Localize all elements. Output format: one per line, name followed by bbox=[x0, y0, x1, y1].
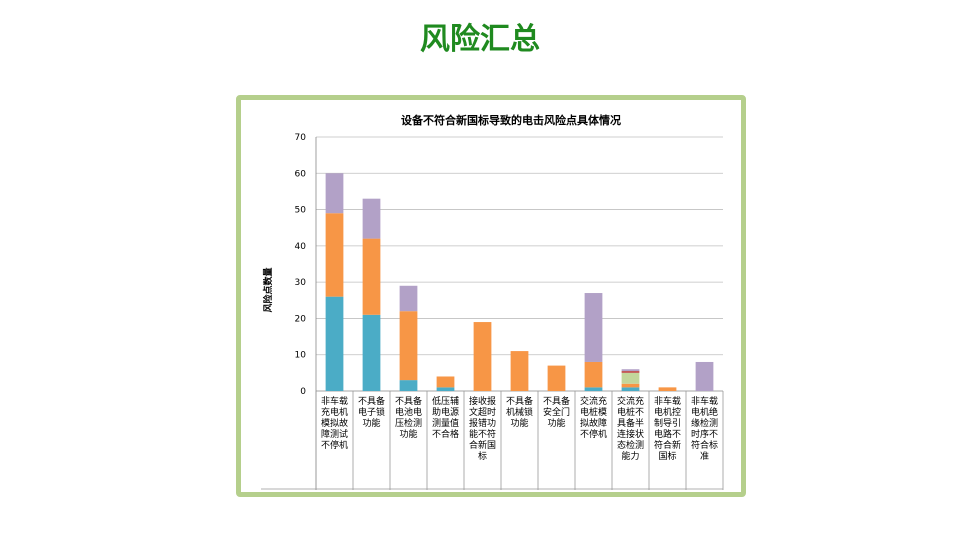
bar-segment bbox=[658, 387, 677, 391]
bar-segment bbox=[362, 314, 381, 391]
y-tick-label: 50 bbox=[295, 206, 307, 216]
bar-segment bbox=[621, 371, 640, 373]
bar-segment bbox=[325, 213, 344, 297]
bar-segment bbox=[399, 285, 418, 312]
category-label: 不具备电池电压检测功能 bbox=[395, 395, 422, 440]
bar-segment bbox=[473, 322, 492, 391]
bar-segment bbox=[621, 387, 640, 391]
bar-segment bbox=[621, 369, 640, 372]
bar-segment bbox=[436, 387, 455, 391]
category-label: 交流充电桩模拟故障不停机 bbox=[580, 395, 607, 440]
y-axis-label: 风险点数量 bbox=[262, 267, 274, 312]
category-label: 不具备机械锁功能 bbox=[506, 395, 533, 429]
y-tick-label: 70 bbox=[295, 133, 307, 143]
category-label: 交流充电桩不具备半连接状态检测能力 bbox=[617, 395, 644, 462]
bar-segment bbox=[362, 238, 381, 315]
bar-segment bbox=[325, 173, 344, 214]
y-tick-label: 60 bbox=[295, 169, 307, 179]
chart-title: 设备不符合新国标导致的电击风险点具体情况 bbox=[401, 113, 621, 127]
chart-frame: 设备不符合新国标导致的电击风险点具体情况 风险点数量 0 10 20 30 40 50 60… bbox=[236, 95, 746, 497]
y-tick-label: 20 bbox=[295, 314, 307, 324]
bar-segment bbox=[436, 376, 455, 388]
bar-segment bbox=[584, 387, 603, 391]
stacked-bar-chart: 设备不符合新国标导致的电击风险点具体情况 风险点数量 0 10 20 30 40 50 60… bbox=[261, 113, 724, 490]
y-tick-label: 30 bbox=[295, 278, 307, 288]
category-label: 非车载电机绝缘检测时序不符合标准 bbox=[691, 395, 718, 462]
bar-segment bbox=[510, 351, 529, 391]
y-tick-label: 10 bbox=[295, 351, 307, 361]
bar-layer bbox=[325, 173, 714, 391]
y-tick-label: 40 bbox=[295, 242, 307, 252]
bar-segment bbox=[621, 383, 640, 388]
bar-segment bbox=[399, 380, 418, 391]
category-label: 不具备安全门功能 bbox=[543, 395, 570, 429]
bar-segment bbox=[584, 361, 603, 388]
y-tick-label: 0 bbox=[300, 387, 306, 397]
category-label: 不具备电子锁功能 bbox=[358, 395, 385, 429]
bar-segment bbox=[695, 361, 714, 391]
category-label: 非车载电机控制导引电路不符合新国标 bbox=[654, 395, 681, 462]
bar-segment bbox=[584, 293, 603, 362]
bar-segment bbox=[325, 296, 344, 391]
category-label: 低压辅助电源测量值不合格 bbox=[432, 395, 459, 440]
bar-segment bbox=[621, 372, 640, 384]
bar-segment bbox=[399, 311, 418, 381]
bar-segment bbox=[547, 365, 566, 391]
bar-segment bbox=[362, 198, 381, 239]
category-label: 非车载充电机模拟故障测试不停机 bbox=[321, 395, 348, 451]
category-label: 接收报文超时报错功能不符合新国标 bbox=[469, 395, 496, 462]
axis-layer: 010203040506070非车载充电机模拟故障测试不停机不具备电子锁功能不具… bbox=[261, 133, 724, 490]
slide-title: 风险汇总 bbox=[420, 22, 540, 57]
grid-layer bbox=[316, 136, 723, 392]
